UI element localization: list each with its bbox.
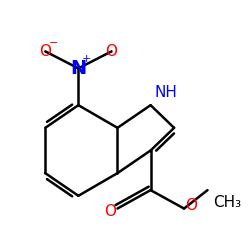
Text: O: O xyxy=(185,198,197,213)
Text: N: N xyxy=(70,59,86,78)
Text: O: O xyxy=(106,44,118,59)
Text: +: + xyxy=(82,54,92,64)
Text: −: − xyxy=(48,38,58,48)
Text: O: O xyxy=(39,44,51,59)
Text: O: O xyxy=(104,204,117,219)
Text: CH₃: CH₃ xyxy=(213,195,241,210)
Text: NH: NH xyxy=(155,84,178,100)
